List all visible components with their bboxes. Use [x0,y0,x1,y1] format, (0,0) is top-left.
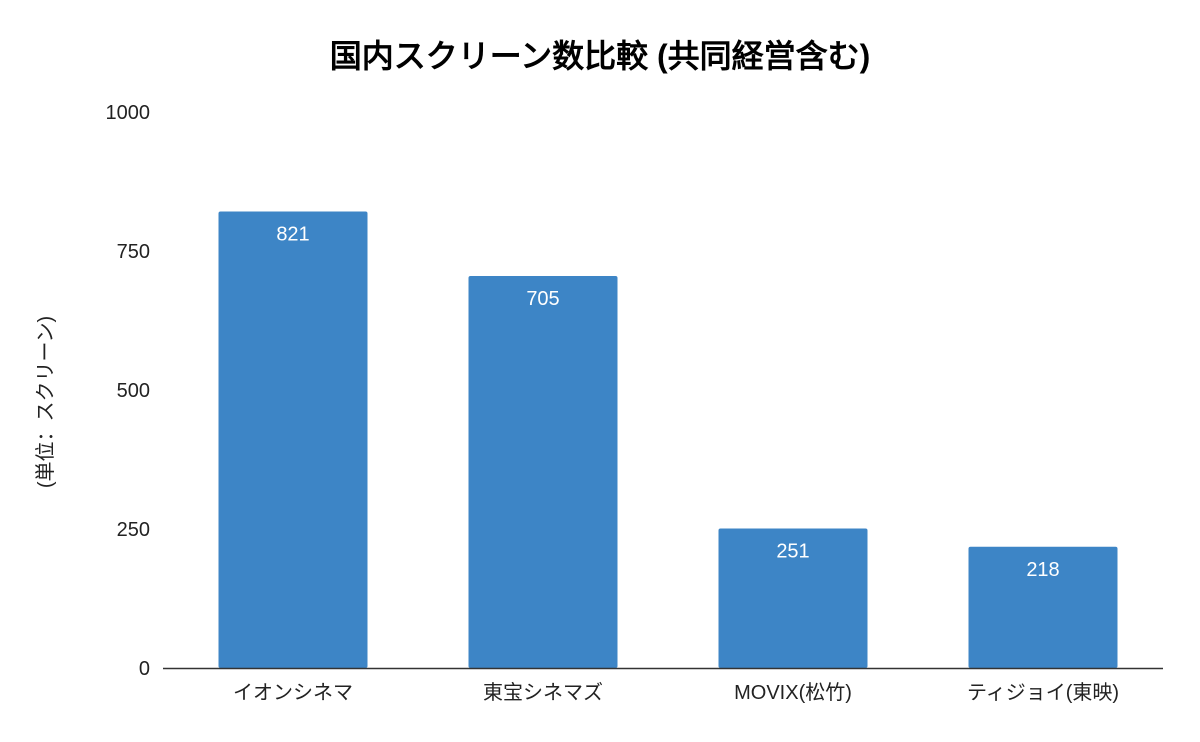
bar [718,528,868,668]
x-tick-label: 東宝シネマズ [483,681,603,704]
y-tick-label: 250 [117,519,150,541]
y-tick-label: 500 [117,380,150,402]
data-label: 821 [276,224,309,246]
data-label: 251 [776,540,809,562]
y-tick-label: 0 [139,658,150,680]
bar [468,276,618,668]
y-tick-label: 1000 [106,102,151,124]
y-axis-label: (単位：スクリーン) [34,316,57,488]
x-tick-label: MOVIX(松竹) [734,681,852,704]
x-tick-label: イオンシネマ [233,682,353,704]
data-label: 705 [526,288,559,310]
chart-title: 国内スクリーン数比較 (共同経営含む) [330,38,871,74]
data-label: 218 [1026,559,1059,581]
x-tick-label: ティジョイ(東映) [967,681,1119,704]
bar [968,546,1118,668]
bar [218,211,368,669]
y-tick-label: 750 [117,241,150,263]
